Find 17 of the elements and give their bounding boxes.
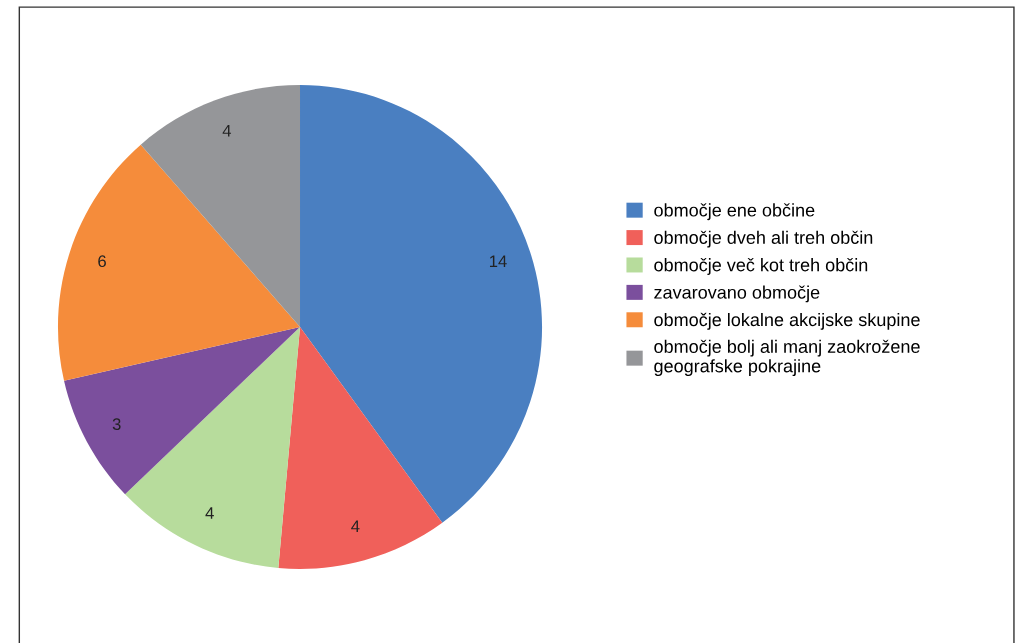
legend-label: območje bolj ali manj zaokrožene geografske pokrajine [654, 339, 920, 377]
pie-slice [278, 326, 443, 570]
legend-label: območje ene občine [654, 203, 815, 221]
pie-slice [140, 84, 301, 327]
pie-slice [57, 144, 301, 381]
data-label: 6 [98, 255, 106, 268]
legend-label: območje dveh ali treh občin [654, 230, 873, 248]
legend-label: območje lokalne akcijske skupine [654, 312, 920, 330]
data-label: 4 [351, 520, 360, 532]
pie-slice [125, 326, 301, 569]
legend-label: zavarovano območje [654, 285, 820, 303]
data-label: 4 [205, 507, 214, 519]
pie-slice [64, 326, 301, 495]
legend-label: območje več kot treh občin [654, 258, 868, 275]
data-label: 3 [112, 418, 121, 431]
data-label: 14 [489, 255, 507, 267]
data-label: 4 [222, 124, 232, 137]
